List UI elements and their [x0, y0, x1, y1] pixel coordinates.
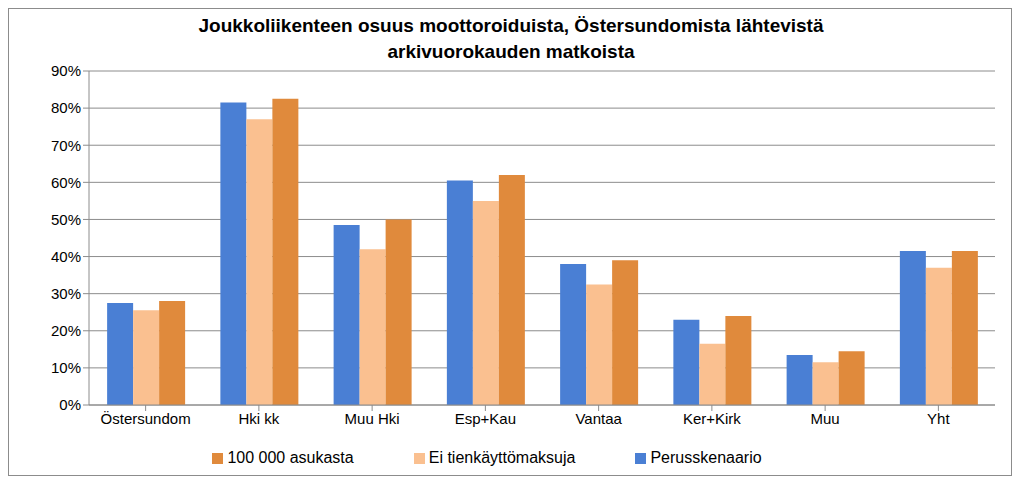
svg-text:40%: 40%	[51, 248, 81, 265]
svg-text:Muu: Muu	[811, 410, 840, 427]
svg-text:0%: 0%	[59, 396, 81, 413]
svg-text:60%: 60%	[51, 174, 81, 191]
svg-text:Vantaa: Vantaa	[575, 410, 622, 427]
svg-text:20%: 20%	[51, 322, 81, 339]
svg-text:Hki kk: Hki kk	[238, 410, 279, 427]
svg-text:Esp+Kau: Esp+Kau	[455, 410, 516, 427]
html-text:Joukkoliikenteen osuus moottor: Joukkoliikenteen osuus moottoroiduista, …	[198, 15, 824, 62]
svg-text:50%: 50%	[51, 211, 81, 228]
svg-text:Östersundom: Östersundom	[101, 410, 191, 427]
svg-text:30%: 30%	[51, 285, 81, 302]
svg-text:90%: 90%	[51, 62, 81, 79]
svg-text:Ker+Kirk: Ker+Kirk	[683, 410, 741, 427]
html-text:Perusskenaario: Perusskenaario	[650, 449, 762, 466]
svg-text:80%: 80%	[51, 99, 81, 116]
svg-text:Yht: Yht	[927, 410, 950, 427]
svg-text:70%: 70%	[51, 137, 81, 154]
svg-text:10%: 10%	[51, 359, 81, 376]
html-text:100 000 asukasta: 100 000 asukasta	[227, 449, 354, 466]
html-text:Ei tienkäyttömaksuja: Ei tienkäyttömaksuja	[428, 449, 576, 466]
svg-text:Muu Hki: Muu Hki	[345, 410, 400, 427]
